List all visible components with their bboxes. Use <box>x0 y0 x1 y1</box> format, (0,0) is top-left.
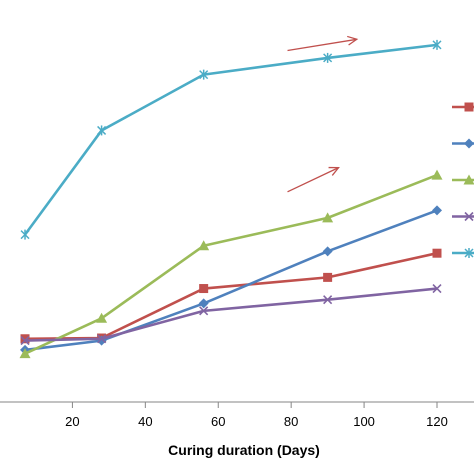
data-point-star <box>323 52 333 63</box>
data-point-x <box>199 306 209 316</box>
data-point-x-stroke <box>432 283 442 294</box>
series-line <box>24 173 438 355</box>
series-3 <box>19 169 443 359</box>
data-point-square <box>199 284 209 294</box>
data-point-x-stroke <box>464 211 474 222</box>
arrow-shaft <box>287 38 357 52</box>
arrow-head <box>347 35 359 46</box>
x-tick-label: 120 <box>426 414 448 429</box>
data-point-triangle <box>19 348 31 359</box>
data-point-triangle <box>198 240 210 251</box>
legend-item <box>452 248 474 258</box>
data-point-square <box>323 272 333 282</box>
x-axis-title: Curing duration (Days) <box>168 442 320 458</box>
series-2 <box>20 205 442 355</box>
data-point-x-stroke <box>20 336 30 346</box>
legend-item <box>452 174 474 185</box>
data-point-square <box>432 248 442 258</box>
data-point-x-stroke <box>323 295 333 305</box>
arrow-shaft <box>287 167 339 193</box>
x-tick-label: 60 <box>211 414 225 429</box>
data-point-square <box>20 334 30 344</box>
series-5 <box>20 39 442 240</box>
series-line <box>24 209 438 352</box>
series-layer <box>19 39 443 359</box>
data-point-x <box>323 295 333 305</box>
data-point-x <box>432 283 442 294</box>
series-1 <box>20 248 442 344</box>
data-point-square <box>464 102 474 112</box>
data-point-star <box>199 69 209 80</box>
arrow-head <box>328 166 340 176</box>
legend <box>452 102 474 258</box>
data-point-triangle <box>322 212 334 223</box>
series-line <box>24 287 438 342</box>
data-point-star <box>432 39 442 50</box>
legend-item <box>452 138 474 149</box>
data-point-x-stroke <box>97 334 107 344</box>
data-point-x <box>20 336 30 346</box>
x-tick-label: 80 <box>284 414 298 429</box>
annotation-layer <box>287 35 359 193</box>
data-point-triangle <box>431 169 443 180</box>
annotation-arrow <box>287 166 340 193</box>
annotation-arrow <box>287 35 359 52</box>
data-point-x <box>97 334 107 344</box>
data-point-star <box>464 248 474 258</box>
data-point-diamond <box>464 138 474 149</box>
series-4 <box>20 283 442 346</box>
legend-item <box>452 102 474 112</box>
data-point-x <box>464 211 474 222</box>
data-point-triangle <box>463 174 474 185</box>
x-tick-label: 100 <box>353 414 375 429</box>
series-line <box>23 43 438 236</box>
legend-item <box>452 211 474 222</box>
x-tick-label: 40 <box>138 414 152 429</box>
data-point-diamond <box>432 205 442 216</box>
data-point-diamond <box>322 246 333 257</box>
data-point-triangle <box>96 312 108 323</box>
data-point-star <box>97 125 107 136</box>
data-point-star <box>20 229 30 240</box>
data-point-diamond <box>198 298 209 309</box>
data-point-x-stroke <box>199 306 209 316</box>
x-axis-ticks: 20 40 60 80 100 120 <box>65 402 448 429</box>
x-tick-label: 20 <box>65 414 79 429</box>
